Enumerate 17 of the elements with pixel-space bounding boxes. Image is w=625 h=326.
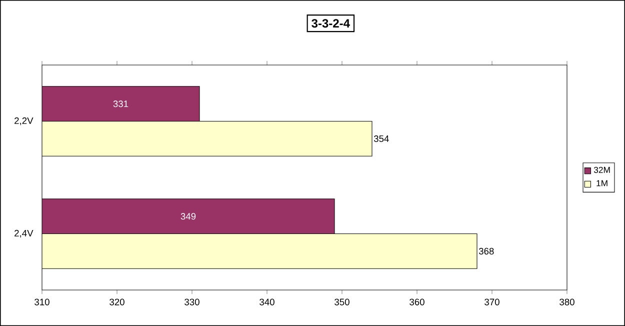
x-tick-label: 340 [260, 298, 274, 306]
x-tick-label: 350 [334, 298, 350, 306]
x-tick-label: 330 [184, 298, 200, 306]
y-tick-label: 2,2V [14, 117, 34, 126]
x-tick-label: 360 [410, 298, 424, 306]
x-tick-label: 310 [34, 298, 50, 306]
legend-label: 32M [594, 166, 610, 173]
x-tick-label: 370 [484, 298, 500, 306]
chart-title: 3-3-2-4 [312, 19, 350, 28]
legend-label: 1M [596, 180, 608, 186]
data-label: 368 [478, 248, 494, 254]
x-tick-label: 320 [110, 298, 124, 306]
data-label: 354 [374, 135, 389, 142]
data-label: 331 [113, 100, 128, 108]
x-tick-label: 380 [560, 298, 574, 306]
y-tick-label: 2,4V [14, 230, 34, 238]
data-label: 349 [180, 213, 196, 220]
